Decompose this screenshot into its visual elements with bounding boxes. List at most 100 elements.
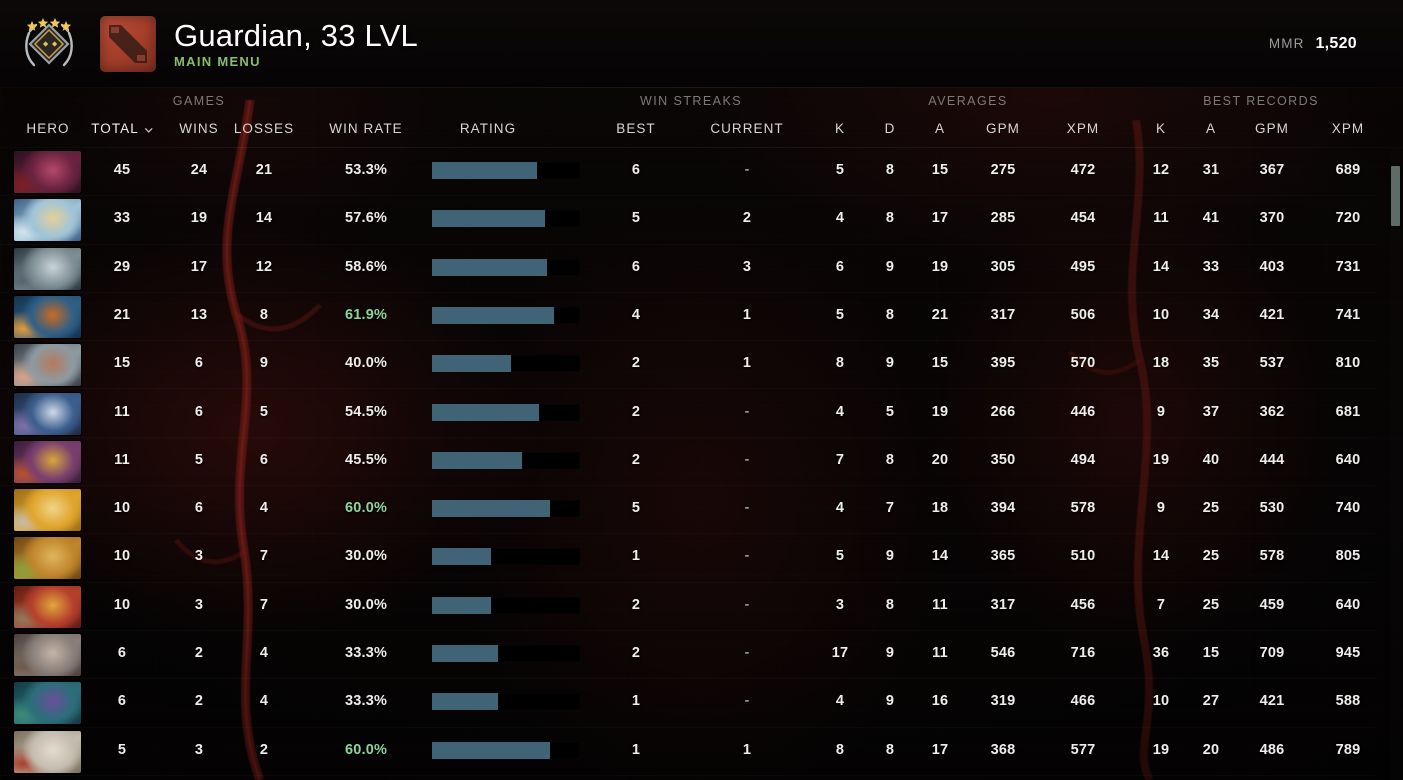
- cell-best-gpm: 367: [1259, 162, 1285, 178]
- rating-bar-fill: [432, 741, 551, 759]
- column-header-label: RATING: [459, 121, 517, 136]
- column-header-best_k[interactable]: K: [1156, 121, 1166, 136]
- cell-avg-xpm: 495: [1070, 258, 1096, 275]
- cell-avg-gpm: 275: [990, 162, 1016, 178]
- cell-avg-k: 5: [835, 162, 845, 178]
- cell-best-xpm: 720: [1335, 210, 1361, 227]
- column-header-label: CURRENT: [710, 121, 784, 136]
- cell-avg-d: 9: [885, 548, 895, 565]
- hero-portrait-legion-commander[interactable]: [14, 489, 81, 532]
- cell-avg-a: 15: [931, 355, 949, 372]
- column-header-total[interactable]: TOTAL: [91, 121, 153, 136]
- cell-best-xpm: 689: [1335, 162, 1361, 178]
- rating-bar-fill: [432, 548, 492, 566]
- cell-best-k: 7: [1156, 596, 1166, 613]
- cell-streak-cur: -: [744, 162, 750, 178]
- table-row[interactable]: 57.6% 33 19 14 5 2 4 8 17 285 454 11 41 370 720: [0, 196, 1389, 244]
- cell-wins: 2: [194, 693, 204, 710]
- cell-avg-gpm: 317: [990, 306, 1016, 323]
- scrollbar-thumb[interactable]: [1391, 166, 1400, 226]
- cell-wins: 6: [194, 403, 204, 420]
- table-row[interactable]: 53.3% 45 24 21 6 - 5 8 15 275 472 12 31 367 689: [0, 148, 1389, 196]
- column-header-label: D: [884, 121, 896, 136]
- hero-portrait-alchemist[interactable]: [14, 344, 81, 387]
- cell-total: 45: [113, 162, 131, 178]
- table-row[interactable]: 30.0% 10 3 7 2 - 3 8 11 317 456 7 25 459 640: [0, 583, 1389, 631]
- hero-portrait-abaddon[interactable]: [14, 682, 81, 725]
- cell-losses: 4: [259, 693, 269, 710]
- table-row[interactable]: 30.0% 10 3 7 1 - 5 9 14 365 510 14 25 578 805: [0, 534, 1389, 582]
- cell-avg-gpm: 350: [990, 451, 1016, 468]
- cell-wins: 3: [194, 741, 204, 758]
- column-header-streak_cur[interactable]: CURRENT: [710, 121, 783, 136]
- column-header-best_xpm[interactable]: XPM: [1332, 121, 1364, 136]
- column-header-hero[interactable]: HERO: [26, 121, 69, 136]
- rating-bar: [432, 500, 580, 518]
- table-row[interactable]: 54.5% 11 6 5 2 - 4 5 19 266 446 9 37 362 681: [0, 390, 1389, 438]
- table-row[interactable]: 45.5% 11 5 6 2 - 7 8 20 350 494 19 40 444 640: [0, 438, 1389, 486]
- rating-bar-fill: [432, 210, 546, 228]
- scrollbar-track[interactable]: [1391, 148, 1400, 780]
- table-row[interactable]: 33.3% 6 2 4 1 - 4 9 16 319 466 10 27 421 588: [0, 679, 1389, 727]
- cell-streak-best: 1: [631, 693, 641, 710]
- hero-portrait-crystal-maiden[interactable]: [14, 199, 81, 242]
- hero-stats-table: GAMES WIN STREAKS AVERAGES BEST RECORDS HER…: [0, 88, 1403, 780]
- hero-portrait-brewmaster[interactable]: [14, 730, 81, 773]
- column-header-best_gpm[interactable]: GPM: [1255, 121, 1289, 136]
- column-header-avg_xpm[interactable]: XPM: [1067, 121, 1099, 136]
- rating-bar-fill: [432, 645, 498, 662]
- column-header-win_rate[interactable]: WIN RATE: [329, 121, 402, 136]
- rating-bar: [432, 693, 580, 711]
- cell-win-rate: 57.6%: [344, 210, 388, 227]
- cell-wins: 6: [194, 355, 204, 372]
- cell-win-rate: 61.9%: [344, 306, 388, 323]
- cell-win-rate: 40.0%: [344, 355, 388, 372]
- column-header-best_a[interactable]: A: [1206, 121, 1216, 136]
- column-header-wins[interactable]: WINS: [179, 121, 218, 136]
- column-header-rating[interactable]: RATING: [460, 121, 516, 136]
- cell-streak-best: 2: [631, 451, 641, 468]
- table-row[interactable]: 61.9% 21 13 8 4 1 5 8 21 317 506 10 34 421 741: [0, 293, 1389, 341]
- column-header-losses[interactable]: LOSSES: [234, 121, 294, 136]
- cell-win-rate: 53.3%: [344, 162, 388, 178]
- hero-portrait-night-stalker[interactable]: [14, 151, 81, 193]
- cell-total: 10: [113, 500, 131, 517]
- cell-losses: 8: [259, 306, 269, 323]
- cell-losses: 9: [259, 355, 269, 372]
- main-menu-link[interactable]: MAIN MENU: [174, 54, 261, 69]
- column-header-avg_gpm[interactable]: GPM: [986, 121, 1020, 136]
- cell-avg-k: 8: [835, 741, 845, 758]
- hero-portrait-dragon-knight[interactable]: [14, 440, 81, 483]
- hero-portrait-ursa[interactable]: [14, 634, 81, 676]
- cell-best-a: 27: [1202, 693, 1220, 710]
- cell-streak-best: 2: [631, 596, 641, 613]
- cell-avg-k: 3: [835, 596, 845, 613]
- table-row[interactable]: 60.0% 5 3 2 1 1 8 8 17 368 577 19 20 486 789: [0, 728, 1389, 776]
- table-row[interactable]: 58.6% 29 17 12 6 3 6 9 19 305 495 14 33 403 731: [0, 245, 1389, 293]
- column-header-avg_k[interactable]: K: [835, 121, 845, 136]
- cell-win-rate: 45.5%: [344, 451, 388, 468]
- rating-bar: [432, 403, 580, 421]
- cell-win-rate: 58.6%: [344, 258, 388, 275]
- column-header-avg_d[interactable]: D: [885, 121, 896, 136]
- table-row[interactable]: 60.0% 10 6 4 5 - 4 7 18 394 578 9 25 530 740: [0, 486, 1389, 534]
- title-block: Guardian, 33 LVL MAIN MENU: [174, 19, 418, 70]
- column-header-streak_best[interactable]: BEST: [616, 121, 655, 136]
- cell-avg-a: 16: [931, 693, 949, 710]
- cell-best-k: 10: [1152, 306, 1170, 323]
- cell-avg-a: 21: [931, 306, 949, 323]
- cell-avg-a: 20: [931, 451, 949, 468]
- hero-portrait-bounty-hunter[interactable]: [14, 537, 81, 580]
- hero-portrait-mirana[interactable]: [14, 392, 81, 435]
- column-header-avg_a[interactable]: A: [935, 121, 945, 136]
- hero-portrait-dragon-knight-2[interactable]: [14, 585, 81, 628]
- column-header-label: TOTAL: [91, 121, 139, 136]
- cell-losses: 5: [259, 403, 269, 420]
- table-row[interactable]: 33.3% 6 2 4 2 - 17 9 11 546 716 36 15 709 945: [0, 631, 1389, 679]
- hero-portrait-timbersaw[interactable]: [14, 295, 81, 338]
- table-row[interactable]: 40.0% 15 6 9 2 1 8 9 15 395 570 18 35 537 810: [0, 341, 1389, 389]
- cell-avg-xpm: 578: [1070, 500, 1096, 517]
- cell-avg-xpm: 577: [1070, 741, 1096, 758]
- hero-portrait-clinkz[interactable]: [14, 247, 81, 290]
- cell-total: 29: [113, 258, 131, 275]
